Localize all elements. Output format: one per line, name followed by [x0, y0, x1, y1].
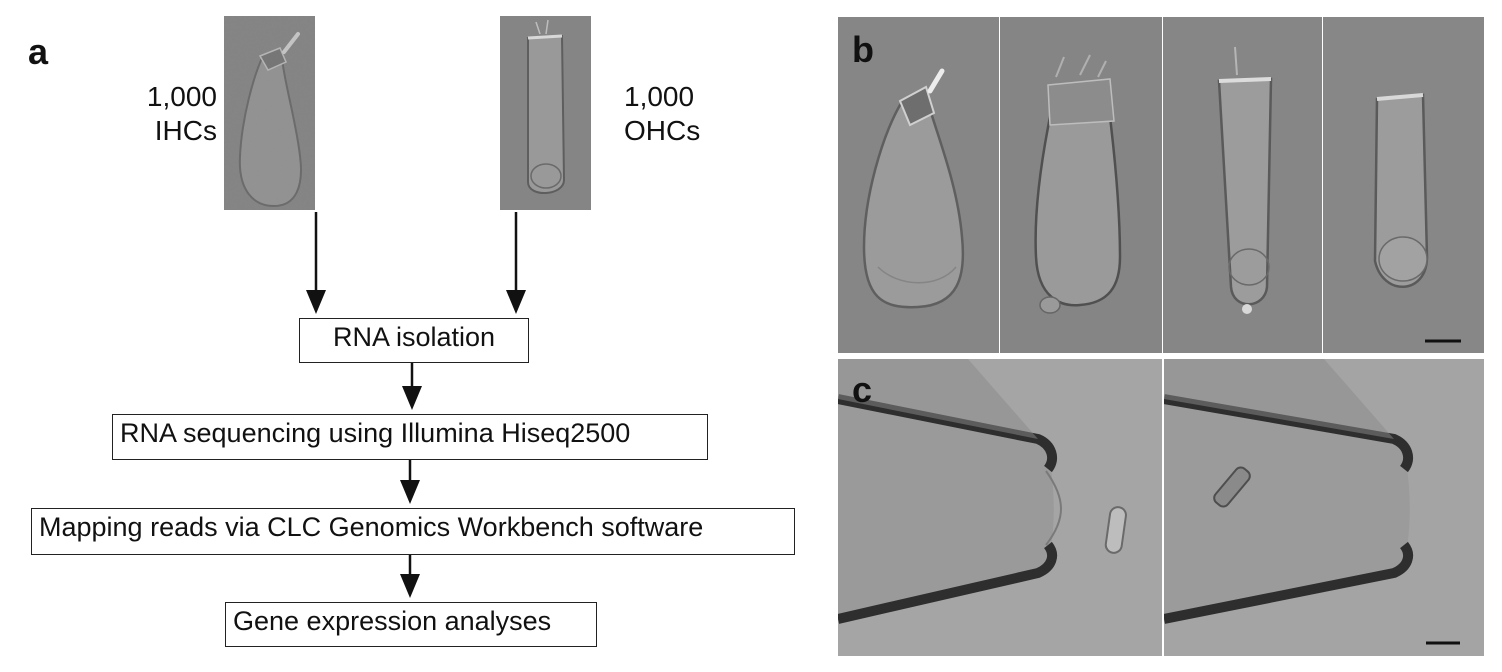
ohc-count-label: 1,000 OHCs: [624, 81, 701, 146]
flow-arrows: [306, 212, 526, 598]
panel-b-image-1: [838, 17, 999, 353]
step-mapping-reads: Mapping reads via CLC Genomics Workbench…: [31, 508, 795, 555]
panel-c-image-2: [1164, 359, 1484, 656]
panel-b-image-4: [1323, 17, 1484, 353]
ihc-thumbnail: [224, 16, 315, 210]
panel-b-label: b: [852, 29, 874, 70]
panel-c-image-1: [838, 359, 1162, 656]
panel-c-label: c: [852, 369, 873, 410]
ihc-count-label: 1,000 IHCs: [146, 81, 217, 146]
panel-b-image-2: [1000, 17, 1162, 353]
panel-b-image-3: [1163, 17, 1322, 353]
step-gene-expression: Gene expression analyses: [225, 602, 597, 647]
panel-c-images: [838, 359, 1484, 656]
panel-a-label: a: [28, 31, 49, 72]
step-rna-sequencing: RNA sequencing using Illumina Hiseq2500: [112, 414, 708, 460]
step-rna-isolation: RNA isolation: [299, 318, 529, 363]
panel-b-images: [838, 17, 1484, 353]
ohc-thumbnail: [500, 16, 591, 210]
